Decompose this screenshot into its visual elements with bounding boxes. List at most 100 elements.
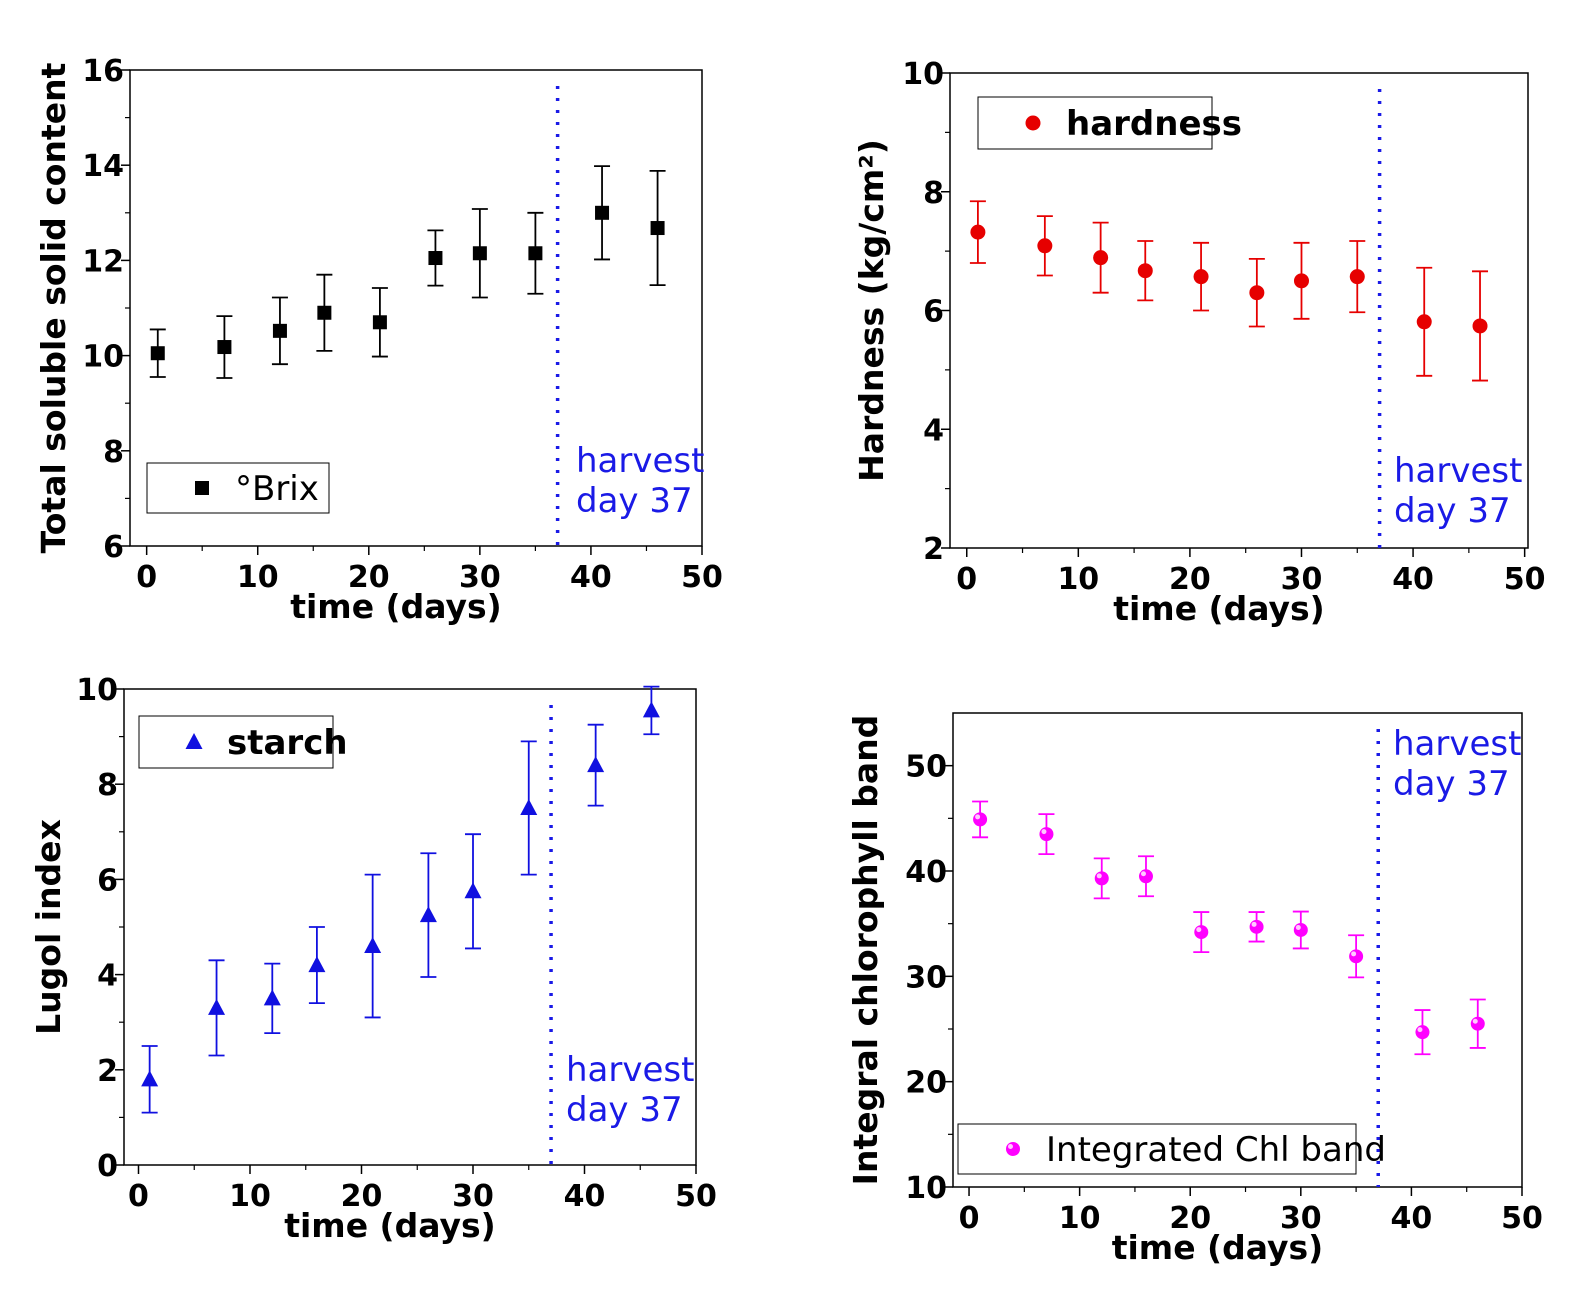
x-tick-label: 10: [1059, 1201, 1101, 1236]
data-point-highlight: [1041, 829, 1047, 835]
x-tick-label: 10: [229, 1179, 271, 1214]
chart-panel-1: 0 10 20 30 40 50 6 8 10 12 14 16 time (days) Total so…: [34, 54, 723, 626]
data-point: [308, 956, 326, 973]
x-tick-label: 20: [1169, 1201, 1211, 1236]
data-point: [1093, 250, 1109, 266]
data-point: [150, 346, 165, 361]
y-tick-label: 16: [82, 54, 124, 89]
data-point-highlight: [1251, 921, 1257, 927]
data-point: [520, 799, 538, 815]
data-point: [1249, 285, 1265, 301]
data-point: [650, 221, 665, 236]
data-point: [263, 989, 281, 1006]
data-point: [1037, 238, 1053, 254]
y-tick-label: 10: [905, 1171, 947, 1206]
x-axis-label: time (days): [284, 1206, 496, 1245]
data-point: [464, 882, 482, 899]
y-axis-label: Hardness (kg/cm²): [852, 139, 891, 482]
data-point: [141, 1070, 159, 1087]
x-tick-label: 30: [1281, 562, 1323, 597]
y-axis-label: Total soluble solid content: [34, 62, 73, 553]
data-point: [1194, 925, 1209, 940]
x-tick-label: 50: [681, 560, 723, 595]
x-tick-label: 50: [1501, 1201, 1543, 1236]
legend-marker-highlight: [1008, 1144, 1013, 1149]
x-tick-label: 10: [237, 560, 279, 595]
legend-box: [138, 715, 334, 769]
data-point: [419, 906, 437, 923]
data-point-highlight: [1140, 871, 1146, 877]
harvest-label: harvest: [576, 441, 704, 481]
legend-marker: [1025, 115, 1041, 131]
x-tick-label: 20: [348, 560, 390, 595]
plot-frame: [952, 712, 1523, 1188]
harvest-label: day 37: [576, 481, 693, 521]
data-point: [1349, 269, 1365, 285]
y-tick-label: 2: [97, 1054, 118, 1089]
y-tick-label: 20: [905, 1066, 947, 1101]
chart-panel-2: 0 10 20 30 40 50 2 4 6 8 10 time (days) Hardness (kg…: [852, 57, 1546, 628]
x-axis-label: time (days): [1113, 589, 1325, 628]
y-tick-label: 10: [76, 673, 118, 708]
x-tick-label: 0: [959, 1201, 980, 1236]
y-tick-label: 6: [923, 295, 944, 330]
x-tick-label: 0: [128, 1179, 149, 1214]
legend-marker: [1006, 1142, 1020, 1156]
x-axis-label: time (days): [1112, 1228, 1324, 1267]
data-point: [595, 205, 610, 220]
y-tick-label: 4: [97, 959, 118, 994]
chart-panel-4: 0 10 20 30 40 50 10 20 30 40 50 time (days) Integral…: [846, 712, 1543, 1267]
data-point: [1349, 949, 1364, 964]
legend-marker: [195, 481, 209, 495]
x-tick-label: 10: [1057, 562, 1099, 597]
data-point: [1137, 263, 1153, 279]
data-point: [1293, 273, 1309, 289]
data-point: [1249, 919, 1264, 934]
data-point: [973, 812, 988, 827]
data-point-highlight: [1351, 951, 1357, 957]
harvest-label: harvest: [1394, 451, 1522, 491]
x-tick-label: 40: [570, 560, 612, 595]
harvest-label: day 37: [1393, 764, 1510, 804]
data-point: [1193, 269, 1209, 285]
data-point: [1094, 871, 1109, 886]
legend-box: [957, 1123, 1357, 1175]
legend-label: Integrated Chl band: [1046, 1130, 1386, 1170]
data-point: [1293, 922, 1308, 937]
x-tick-label: 30: [459, 560, 501, 595]
y-tick-label: 10: [82, 340, 124, 375]
data-point: [372, 315, 387, 330]
data-point: [970, 224, 986, 240]
y-tick-label: 0: [97, 1149, 118, 1184]
y-axis-label: Integral chlorophyll band: [846, 715, 885, 1186]
legend-box: [146, 462, 330, 514]
y-tick-label: 50: [905, 750, 947, 785]
y-tick-label: 10: [902, 57, 944, 92]
x-tick-label: 30: [452, 1179, 494, 1214]
data-point: [642, 701, 660, 718]
x-tick-label: 20: [341, 1179, 383, 1214]
y-tick-label: 8: [103, 435, 124, 470]
data-point: [364, 937, 382, 954]
data-point-highlight: [975, 814, 981, 820]
data-point-highlight: [1295, 924, 1301, 930]
data-point: [1415, 1025, 1430, 1040]
legend-label: starch: [227, 723, 348, 763]
data-point: [428, 251, 443, 266]
y-tick-label: 4: [923, 413, 944, 448]
y-tick-label: 14: [82, 149, 124, 184]
x-tick-label: 40: [1391, 1201, 1433, 1236]
harvest-label: harvest: [566, 1050, 694, 1090]
x-tick-label: 50: [675, 1179, 717, 1214]
x-tick-label: 30: [1280, 1201, 1322, 1236]
legend-marker: [185, 733, 203, 749]
data-point-highlight: [1417, 1027, 1423, 1033]
harvest-label: day 37: [1394, 491, 1511, 531]
data-point: [217, 340, 232, 355]
chart-panel-3: 0 10 20 30 40 50 0 2 4 6 8 10 time (days) Lugol index…: [29, 673, 717, 1245]
data-point-highlight: [1096, 873, 1102, 879]
data-point: [1138, 869, 1153, 884]
harvest-label: day 37: [566, 1090, 683, 1130]
data-point: [208, 998, 226, 1015]
